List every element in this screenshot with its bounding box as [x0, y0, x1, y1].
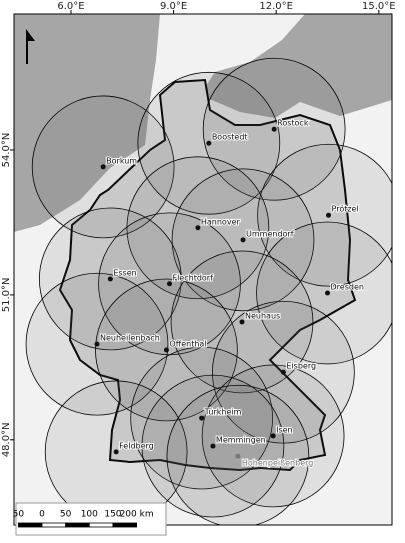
station — [163, 347, 169, 353]
station — [199, 415, 205, 421]
station-label: Offenthal — [169, 339, 206, 348]
station — [240, 237, 246, 243]
scale-label: 0 — [39, 510, 45, 520]
station — [195, 225, 201, 231]
scale-label: 100 — [81, 510, 98, 520]
x-tick-label: 15.0°E — [362, 1, 396, 12]
station-label: Memmingen — [216, 436, 266, 445]
station-label: Essen — [113, 268, 136, 277]
station-label: Hannover — [201, 217, 241, 226]
station — [325, 290, 330, 296]
coverage-circle — [256, 221, 392, 365]
station-label: Neuheilenbach — [100, 334, 160, 343]
frame — [13, 13, 393, 526]
station-label: Dresden — [331, 282, 364, 291]
station — [326, 212, 332, 218]
station — [107, 276, 113, 282]
scale-segment — [17, 522, 43, 528]
x-tick-label: 9.0°E — [160, 1, 187, 12]
station — [94, 341, 100, 347]
scale-segment — [41, 522, 67, 528]
station — [271, 126, 277, 132]
north-arrow — [26, 29, 35, 64]
station-label: Boostedt — [212, 133, 248, 142]
station — [166, 281, 172, 287]
station — [235, 453, 241, 459]
station-label: Hohenpeißenberg — [242, 459, 313, 468]
baltic-sea — [200, 14, 392, 118]
scale-label: 50 — [60, 510, 72, 520]
station — [239, 319, 245, 325]
x-tick-label: 12.0°E — [259, 1, 293, 12]
x-tick-label: 6.0°E — [57, 1, 84, 12]
station-label: Prötzel — [332, 205, 359, 214]
y-tick-label: 51.0°N — [1, 278, 12, 313]
scale-box — [15, 502, 167, 536]
north-sea — [14, 14, 160, 232]
station-label: Türkheim — [204, 408, 242, 417]
scale-segment — [88, 522, 114, 528]
station — [280, 369, 286, 375]
station-label: Isen — [276, 425, 293, 434]
station-label: Flechtdorf — [172, 273, 213, 282]
station — [270, 433, 276, 439]
scale-label: 150 — [104, 510, 121, 520]
station — [206, 140, 212, 146]
scale-label: 50 — [13, 510, 25, 520]
scale-label: 200 km — [120, 510, 154, 520]
station-label: Rostock — [277, 119, 309, 128]
station-label: Feldberg — [119, 441, 154, 450]
station — [113, 449, 119, 455]
station-label: Borkum — [106, 156, 137, 165]
station-label: Ummendorf — [246, 229, 294, 238]
station — [100, 164, 106, 170]
map-area — [14, 14, 392, 525]
station-label: Eisberg — [286, 362, 316, 371]
station — [210, 443, 216, 449]
coverage-circle — [257, 143, 392, 287]
scale-segment — [65, 522, 90, 528]
scale-segment — [112, 522, 137, 528]
y-tick-label: 54.0°N — [1, 133, 12, 168]
station-label: Neuhaus — [245, 311, 280, 320]
y-tick-label: 48.0°N — [1, 422, 12, 457]
